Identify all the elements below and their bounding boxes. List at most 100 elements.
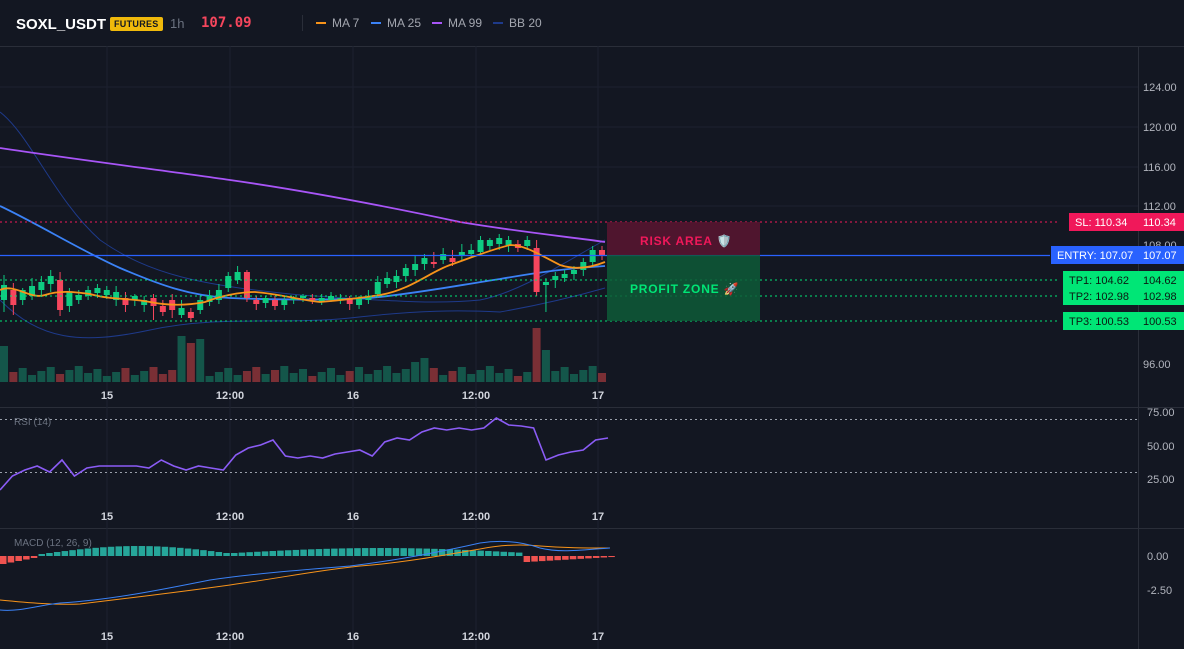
macd-histogram-bar [608, 556, 615, 558]
macd-histogram-bar [462, 549, 469, 556]
rsi-label: RSI (14) [14, 417, 51, 428]
candle-body [75, 295, 82, 300]
legend-bb20-label: BB 20 [509, 16, 542, 30]
timeframe-selector[interactable]: 1h [170, 16, 185, 31]
legend-ma99[interactable]: MA 99 [432, 16, 482, 30]
symbol-name[interactable]: SOXL_USDT [16, 16, 107, 33]
volume-bar [46, 367, 55, 382]
candle-body [19, 290, 26, 300]
candle-body [599, 250, 605, 256]
ma25-swatch [371, 22, 381, 24]
macd-histogram-bar [585, 556, 592, 559]
futures-badge: FUTURES [110, 17, 163, 31]
candle-body [290, 298, 297, 300]
candle-body [10, 290, 17, 305]
last-price: 107.09 [201, 15, 252, 31]
tp2-tag[interactable]: TP2: 102.98 102.98 [1063, 287, 1184, 305]
sl-tag-label: SL: 110.34 [1075, 217, 1127, 229]
macd-histogram-bar [415, 548, 423, 556]
volume-bar [112, 372, 121, 382]
entry-tag[interactable]: ENTRY: 107.07 107.07 [1051, 246, 1184, 264]
volume-bar [579, 370, 588, 382]
candlesticks[interactable] [1, 234, 605, 322]
macd-histogram-bar [338, 548, 346, 556]
tp3-tag-value: 100.53 [1143, 316, 1177, 328]
macd-histogram-bar [46, 552, 53, 556]
candle-body [486, 240, 493, 246]
tp3-tag[interactable]: TP3: 100.53 100.53 [1063, 312, 1184, 330]
volume-bar [308, 376, 317, 382]
volume-bar [439, 375, 448, 382]
macd-histogram-bar [515, 552, 523, 556]
volume-bar [205, 376, 214, 382]
tp1-tag[interactable]: TP1: 104.62 104.62 [1063, 271, 1184, 289]
candle-body [38, 282, 45, 290]
risk-area-zone[interactable] [607, 222, 760, 255]
candle-body [262, 298, 269, 303]
volume-bar [569, 374, 578, 382]
macd-histogram-bar [269, 550, 276, 556]
sl-tag[interactable]: SL: 110.34 110.34 [1069, 213, 1184, 231]
volume-bar [541, 350, 550, 382]
risk-area-label: RISK AREA 🛡️ [640, 234, 732, 248]
legend-ma25[interactable]: MA 25 [371, 16, 421, 30]
macd-histogram-bar [438, 549, 446, 556]
candle-body [580, 262, 587, 270]
volume-bar [28, 375, 37, 382]
volume-bar [65, 370, 74, 382]
time-tick: 16 [347, 631, 359, 643]
profit-zone[interactable] [607, 255, 760, 321]
candle-body [197, 300, 204, 310]
time-tick: 12:00 [462, 631, 490, 643]
volume-bar [56, 374, 65, 382]
volume-bar [429, 368, 438, 382]
volume-bar [130, 375, 139, 382]
macd-histogram-bar [231, 553, 238, 556]
candle-body [337, 298, 344, 300]
macd-histogram-bar [523, 556, 531, 562]
macd-histogram-bar [130, 546, 138, 556]
time-tick: 17 [592, 511, 604, 523]
macd-histogram-bar [23, 556, 30, 560]
legend-bb20[interactable]: BB 20 [493, 16, 542, 30]
macd-histogram-bar [223, 552, 230, 556]
time-tick: 12:00 [216, 390, 244, 402]
volume-bar [457, 367, 466, 382]
candle-body [458, 252, 465, 256]
bb20-swatch [493, 22, 503, 24]
time-tick: 12:00 [462, 390, 490, 402]
time-tick: 17 [592, 631, 604, 643]
candle-body [421, 258, 428, 264]
candle-body [141, 300, 148, 305]
candle-body [477, 240, 484, 252]
volume-bar [355, 367, 364, 382]
price-tick: 112.00 [1143, 201, 1176, 213]
candle-body [66, 292, 73, 306]
volume-bar [196, 339, 205, 382]
volume-bar [448, 371, 457, 382]
volume-bar [392, 373, 401, 382]
macd-histogram-bar [531, 556, 538, 562]
macd-line [0, 540, 611, 611]
macd-histogram-bar [308, 549, 315, 556]
volume-bar [420, 358, 429, 382]
time-tick: 15 [101, 511, 113, 523]
volume-bar [177, 336, 186, 382]
volume-bar [411, 362, 420, 382]
macd-histogram-bar [123, 546, 130, 556]
candle-body [94, 288, 101, 293]
volume-bar [467, 374, 476, 382]
macd-histogram-bar [115, 546, 122, 556]
volume-bar [140, 371, 149, 382]
volume-bar [485, 366, 494, 382]
candle-body [412, 264, 419, 270]
macd-tick: -2.50 [1147, 585, 1172, 597]
candle-body [131, 296, 138, 300]
macd-histogram-bar [392, 548, 400, 556]
legend-ma7[interactable]: MA 7 [316, 16, 359, 30]
price-tick: 96.00 [1143, 359, 1171, 371]
price-tick: 116.00 [1143, 162, 1176, 174]
time-axis-rsi: 15 12:00 16 12:00 17 [101, 511, 604, 523]
macd-histogram-bar [7, 556, 15, 563]
